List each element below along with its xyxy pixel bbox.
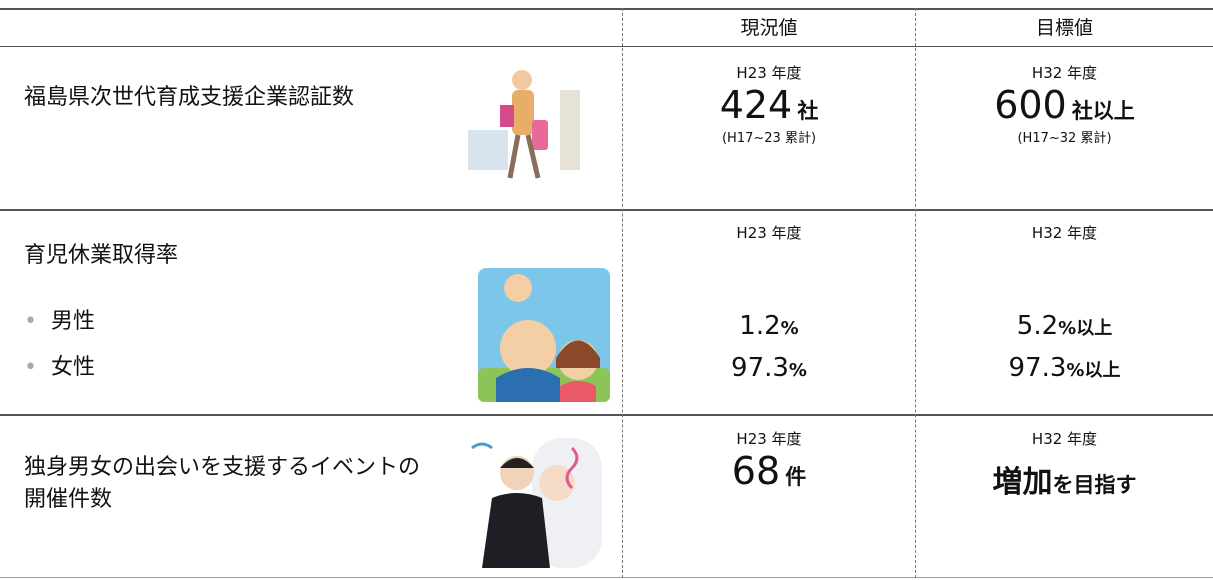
- rule: [0, 8, 1213, 10]
- target-cell: H32 年度 600 社以上 (H17~32 累計): [916, 62, 1213, 146]
- value: 97.3: [731, 353, 789, 383]
- item-text: 女性: [50, 355, 95, 380]
- illustration: [468, 70, 580, 179]
- list-item: • 女性: [24, 355, 95, 380]
- year: H23 年度: [736, 64, 802, 82]
- unit: を目指す: [1052, 473, 1137, 497]
- divider: [622, 8, 623, 578]
- list-item: • 男性: [24, 309, 95, 334]
- value-line: 5.2%以上: [916, 307, 1213, 345]
- target-cell: H32 年度 増加を目指す: [916, 428, 1213, 501]
- value-line: 増加を目指す: [916, 457, 1213, 501]
- unit: %以上: [1066, 360, 1121, 381]
- rule: [0, 46, 1213, 47]
- year: H32 年度: [1031, 64, 1098, 82]
- value: 5.2: [1016, 311, 1059, 341]
- unit: %: [780, 318, 799, 339]
- unit: 件: [785, 465, 807, 489]
- header-target: 目標値: [1035, 17, 1093, 39]
- unit: 社: [797, 99, 819, 123]
- target-cell: H32 年度 5.2%以上 97.3%以上: [916, 222, 1213, 387]
- value: 424: [719, 83, 793, 127]
- item-text: 男性: [50, 309, 95, 334]
- year: H23 年度: [736, 224, 802, 242]
- rule: [0, 209, 1213, 211]
- rule: [0, 414, 1213, 416]
- year: H23 年度: [736, 430, 802, 448]
- rule: [0, 577, 1213, 578]
- row-label: 育児休業取得率: [24, 243, 179, 268]
- unit: 社以上: [1071, 99, 1135, 123]
- note: (H17~23 累計): [721, 131, 817, 146]
- value-line: 97.3%: [623, 349, 915, 387]
- row-label: 福島県次世代育成支援企業認証数: [24, 85, 355, 110]
- current-cell: H23 年度 1.2% 97.3%: [623, 222, 915, 387]
- value: 97.3: [1008, 353, 1067, 383]
- year: H32 年度: [1031, 224, 1098, 242]
- current-cell: H23 年度 424 社 (H17~23 累計): [623, 62, 915, 146]
- note: (H17~32 累計): [1017, 131, 1112, 146]
- illustration: [471, 438, 602, 568]
- unit: %: [788, 360, 807, 381]
- value-line: 1.2%: [623, 307, 915, 345]
- year: H32 年度: [1031, 430, 1098, 448]
- unit: %以上: [1058, 318, 1113, 339]
- header-current: 現況値: [740, 17, 798, 39]
- value: 増加: [992, 465, 1053, 500]
- value-line: 97.3%以上: [916, 349, 1213, 387]
- row-label: 独身男女の出会いを支援するイベントの開催件数: [24, 455, 421, 512]
- value: 1.2: [739, 311, 781, 341]
- current-cell: H23 年度 68 件: [623, 428, 915, 493]
- illustration: [478, 268, 610, 402]
- divider: [915, 8, 916, 578]
- value: 600: [994, 83, 1067, 127]
- value: 68: [731, 449, 781, 493]
